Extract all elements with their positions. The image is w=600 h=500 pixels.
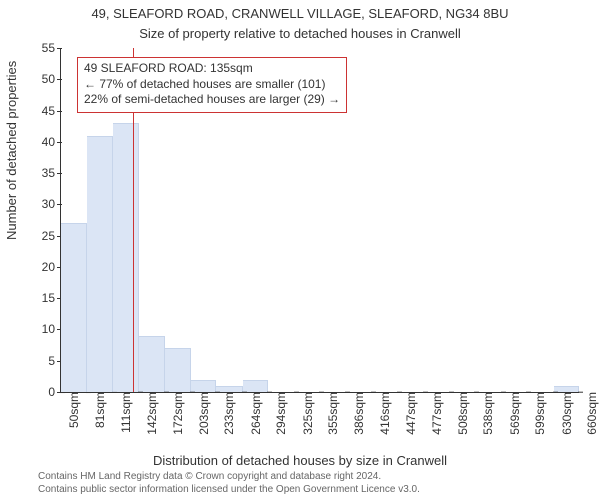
attribution-text: Contains HM Land Registry data © Crown c…	[38, 471, 596, 496]
attribution-line1: Contains HM Land Registry data © Crown c…	[38, 471, 596, 484]
x-tick: 630sqm	[554, 392, 574, 435]
x-tick: 294sqm	[268, 392, 288, 435]
histogram-bar	[243, 380, 268, 393]
y-tick: 25	[42, 229, 61, 243]
y-tick: 35	[42, 166, 61, 180]
annotation-line1: 49 SLEAFORD ROAD: 135sqm	[84, 61, 340, 77]
chart-title-line1: 49, SLEAFORD ROAD, CRANWELL VILLAGE, SLE…	[0, 6, 600, 21]
y-tick: 20	[42, 260, 61, 274]
y-tick: 15	[42, 291, 61, 305]
x-tick: 325sqm	[295, 392, 315, 435]
histogram-bar	[165, 348, 191, 392]
x-tick: 477sqm	[424, 392, 444, 435]
chart-container: 49, SLEAFORD ROAD, CRANWELL VILLAGE, SLE…	[0, 0, 600, 500]
y-axis-label: Number of detached properties	[4, 61, 19, 240]
x-tick: 172sqm	[165, 392, 185, 435]
histogram-bar	[139, 336, 164, 392]
x-tick: 233sqm	[216, 392, 236, 435]
y-tick: 45	[42, 104, 61, 118]
x-tick: 386sqm	[346, 392, 366, 435]
x-axis-label: Distribution of detached houses by size …	[0, 453, 600, 468]
attribution-line2: Contains public sector information licen…	[38, 484, 596, 497]
x-tick: 569sqm	[502, 392, 522, 435]
y-tick: 40	[42, 135, 61, 149]
x-tick: 111sqm	[113, 392, 133, 433]
x-tick: 660sqm	[579, 392, 599, 435]
x-tick: 599sqm	[527, 392, 547, 435]
x-tick: 264sqm	[243, 392, 263, 435]
chart-title-line2: Size of property relative to detached ho…	[0, 26, 600, 41]
y-tick: 30	[42, 197, 61, 211]
histogram-bar	[61, 223, 87, 392]
y-tick: 10	[42, 322, 61, 336]
annotation-line3: 22% of semi-detached houses are larger (…	[84, 92, 340, 108]
x-tick: 355sqm	[320, 392, 340, 435]
x-tick: 416sqm	[372, 392, 392, 435]
x-tick: 203sqm	[191, 392, 211, 435]
x-tick: 50sqm	[61, 392, 81, 428]
x-tick: 447sqm	[398, 392, 418, 435]
histogram-bar	[87, 136, 112, 392]
annotation-line2: ← 77% of detached houses are smaller (10…	[84, 77, 340, 93]
x-tick: 538sqm	[475, 392, 495, 435]
plot-area: 0510152025303540455055 49 SLEAFORD ROAD:…	[60, 48, 579, 393]
y-tick: 5	[48, 354, 61, 368]
histogram-bar	[191, 380, 216, 393]
y-tick: 50	[42, 72, 61, 86]
annotation-box: 49 SLEAFORD ROAD: 135sqm ← 77% of detach…	[77, 57, 347, 113]
x-tick: 508sqm	[450, 392, 470, 435]
x-tick: 81sqm	[87, 392, 107, 428]
y-tick: 55	[42, 41, 61, 55]
histogram-bar	[113, 123, 139, 392]
x-tick: 142sqm	[139, 392, 159, 435]
